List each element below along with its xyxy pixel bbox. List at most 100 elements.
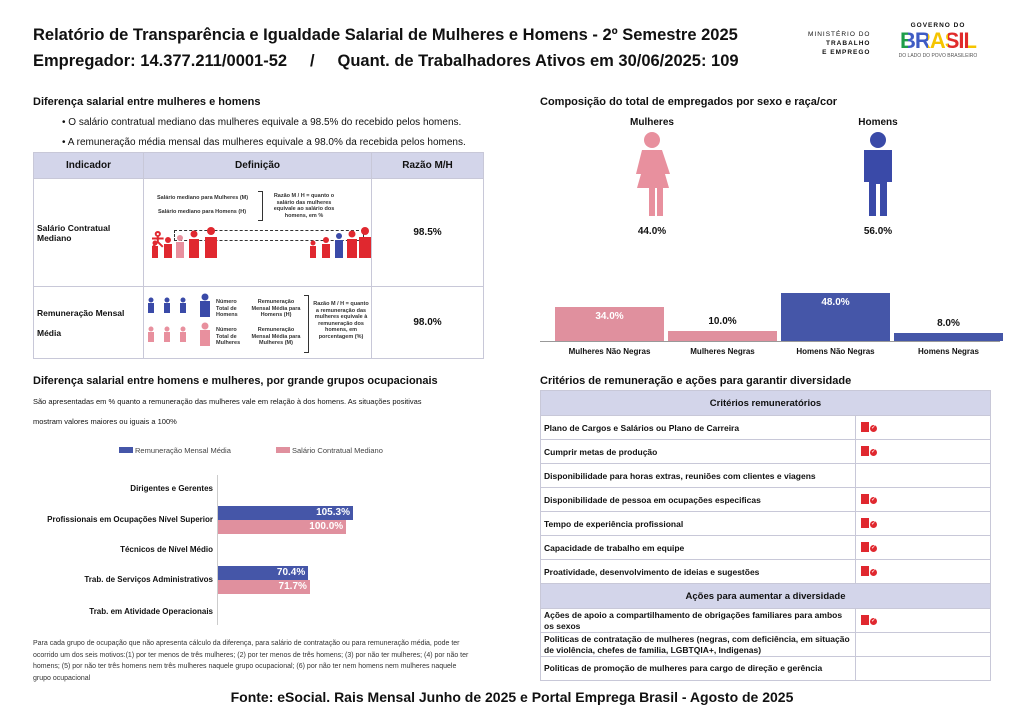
legend-label: Remuneração Mensal Média <box>135 446 231 455</box>
active-workers: Quant. de Trabalhadores Ativos em 30/06/… <box>337 52 739 70</box>
gov-logo-sub: DO LADO DO POVO BRASILEIRO <box>898 53 978 59</box>
category-label: Mulheres Não Negras <box>568 347 651 356</box>
baseline <box>540 341 1000 342</box>
gov-logo-top: GOVERNO DO <box>910 22 966 29</box>
category-label: Homens Negras <box>918 347 979 356</box>
category-label: Trab. de Serviços Administrativos <box>84 575 213 584</box>
indicator-cell: Remuneração Mensal Média <box>33 286 144 359</box>
criteria-row: Plano de Cargos e Salários ou Plano de C… <box>540 415 991 440</box>
col-header: Indicador <box>33 152 144 179</box>
people-icons: 🯅 <box>149 229 166 251</box>
bar-value-label: 48.0% <box>821 297 850 308</box>
ratio-cell: 98.5% <box>371 178 484 287</box>
brace <box>258 191 263 221</box>
people-icon-group <box>152 227 371 258</box>
composition-chart: 34.0% Mulheres Não Negras 10.0% Mulheres Ne… <box>540 280 1010 360</box>
def-text: Número Total de Mulheres <box>216 327 241 346</box>
diversity-label: Politicas de promoção de mulheres para c… <box>540 656 856 681</box>
criteria-table: Critérios remuneratórios Plano de Cargos … <box>540 390 991 681</box>
ratio-cell: 98.0% <box>371 286 484 359</box>
bar-remuneration: 105.3% <box>218 506 353 520</box>
woman-icon <box>636 132 670 216</box>
bullet: • O salário contratual mediano das mulhe… <box>62 117 462 128</box>
building-check-icon: ✓ <box>861 517 877 528</box>
report-title: Relatório de Transparência e Igualdade S… <box>33 26 738 44</box>
bar-value-label: 34.0% <box>595 311 624 322</box>
bar-2 <box>781 293 890 341</box>
category-label: Dirigentes e Gerentes <box>130 484 213 493</box>
diversity-row: Politicas de promoção de mulheres para c… <box>540 656 991 681</box>
category-label: Trab. em Atividade Operacionais <box>89 607 213 616</box>
building-check-icon: ✓ <box>861 541 877 552</box>
occupational-note: Para cada grupo de ocupação que não apre… <box>33 640 469 682</box>
diversity-header: Ações para aumentar a diversidade <box>540 583 991 609</box>
men-label: Homens <box>858 117 898 128</box>
women-pct: 44.0% <box>637 226 667 237</box>
criteria-row: Cumprir metas de produção ✓ <box>540 439 991 464</box>
legend-swatch <box>119 447 133 453</box>
category-label: Mulheres Negras <box>690 347 755 356</box>
criteria-label: Plano de Cargos e Salários ou Plano de C… <box>540 415 856 440</box>
bar-remuneration: 70.4% <box>218 566 309 580</box>
occupational-desc: São apresentadas em % quanto a remuneraç… <box>33 397 422 406</box>
def-text: Remuneração Mensal Média para Mulheres (… <box>251 327 301 346</box>
col-header: Definição <box>143 152 372 179</box>
employer-cnpj: Empregador: 14.377.211/0001-52 <box>33 52 288 70</box>
dashed-box <box>174 230 364 241</box>
bar-salary: 71.7% <box>218 580 310 594</box>
criteria-label: Proatividade, desenvolvimento de ideias … <box>540 559 856 584</box>
diversity-row: Ações de apoio a compartilhamento de obr… <box>540 608 991 633</box>
criteria-label: Disponibilidade de pessoa em ocupações e… <box>540 487 856 512</box>
category-label: Técnicos de Nível Médio <box>120 545 213 554</box>
gov-logo: GOVERNO DO BRASIL DO LADO DO POVO BRASIL… <box>888 22 988 59</box>
separator: / <box>310 52 315 70</box>
category-label: Profissionais em Ocupações Nível Superio… <box>47 515 213 524</box>
occupational-desc: mostram valores maiores ou iguais a 100% <box>33 417 177 426</box>
criteria-label: Disponibilidade para horas extras, reuni… <box>540 463 856 488</box>
bar-1 <box>668 331 777 341</box>
ministry-line: MINISTÉRIO DO <box>808 31 871 38</box>
ministry-line: TRABALHO <box>826 40 871 47</box>
def-text: Razão M / H = quanto a remuneração das m… <box>313 301 369 340</box>
building-check-icon: ✓ <box>861 493 877 504</box>
criteria-row: Proatividade, desenvolvimento de ideias … <box>540 559 991 584</box>
indicator-table: Indicador Definição Razão M/H Salário Cont… <box>33 152 484 359</box>
occupational-chart: Dirigentes e Gerentes Profissionais em Oc… <box>0 470 500 630</box>
category-label: Homens Não Negras <box>796 347 875 356</box>
salary-diff-title: Diferença salarial entre mulheres e home… <box>33 96 261 108</box>
bullet: • A remuneração média mensal das mulhere… <box>62 137 466 148</box>
axis <box>217 475 218 625</box>
def-text: Salário mediano para Mulheres (M) <box>157 195 249 201</box>
composition-title: Composição do total de empregados por se… <box>540 96 838 108</box>
diversity-row: Politicas de contratação de mulheres (ne… <box>540 632 991 657</box>
bar-0 <box>555 307 664 341</box>
legend-item: Remuneração Mensal Média <box>119 446 231 455</box>
footer-source: Fonte: eSocial. Rais Mensal Junho de 202… <box>230 689 794 705</box>
def-text: Salário mediano para Homens (H) <box>158 209 247 215</box>
men-pct: 56.0% <box>863 226 893 237</box>
legend-label: Salário Contratual Mediano <box>292 446 383 455</box>
def-text: Número Total de Homens <box>216 299 238 318</box>
brace <box>304 295 309 353</box>
building-check-icon: ✓ <box>861 565 877 576</box>
col-header: Razão M/H <box>371 152 484 179</box>
bar-3 <box>894 333 1003 341</box>
ministry-line: E EMPREGO <box>822 49 871 56</box>
criteria-label: Cumprir metas de produção <box>540 439 856 464</box>
criteria-header: Critérios remuneratórios <box>540 390 991 416</box>
criteria-row: Tempo de experiência profissional ✓ <box>540 511 991 536</box>
occupational-title: Diferença salarial entre homens e mulher… <box>33 375 438 387</box>
table-row: Salário Contratual Mediano Salário media… <box>33 178 484 287</box>
criteria-label: Capacidade de trabalho em equipe <box>540 535 856 560</box>
criteria-label: Tempo de experiência profissional <box>540 511 856 536</box>
building-check-icon: ✓ <box>861 421 877 432</box>
diversity-label: Politicas de contratação de mulheres (ne… <box>540 632 856 657</box>
ministry-logo: MINISTÉRIO DO TRABALHO E EMPREGO <box>808 30 870 57</box>
table-row: Remuneração Mensal Média Número Total de… <box>33 286 484 359</box>
criteria-row: Capacidade de trabalho em equipe ✓ <box>540 535 991 560</box>
legend-swatch <box>276 447 290 453</box>
indicator-cell: Salário Contratual Mediano <box>33 178 144 287</box>
diversity-label: Ações de apoio a compartilhamento de obr… <box>540 608 856 633</box>
legend-item: Salário Contratual Mediano <box>276 446 383 455</box>
people-sum-icons <box>148 293 210 346</box>
